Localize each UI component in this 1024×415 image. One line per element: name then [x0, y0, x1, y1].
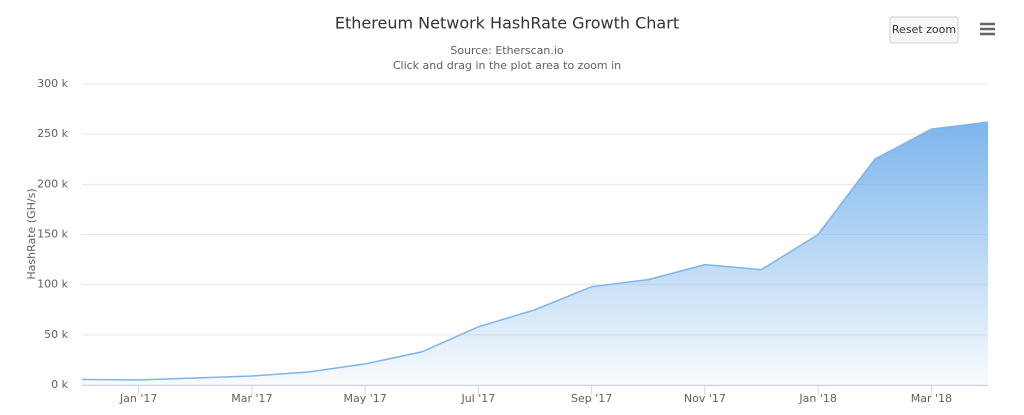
zoom-hint: Click and drag in the plot area to zoom …: [393, 59, 621, 72]
button-label[interactable]: Reset zoom: [892, 23, 956, 36]
x-tick-label: Sep '17: [571, 392, 612, 405]
chart-subtitle: Source: Etherscan.io: [450, 44, 564, 57]
y-tick-label: 250 k: [37, 127, 68, 140]
y-tick-label: 300 k: [37, 77, 68, 90]
y-tick-label: 200 k: [37, 177, 68, 190]
y-tick-label: 50 k: [44, 328, 68, 341]
x-tick-label: Mar '18: [911, 392, 952, 405]
x-tick-label: Jan '18: [798, 392, 836, 405]
y-axis-title: HashRate (GH/s): [25, 188, 38, 279]
x-tick-label: Nov '17: [684, 392, 726, 405]
y-tick-label: 150 k: [37, 228, 68, 241]
x-tick-label: Jul '17: [460, 392, 495, 405]
area: [82, 122, 988, 386]
line: [81, 121, 989, 381]
x-tick-label: May '17: [343, 392, 386, 405]
button-box[interactable]: [889, 16, 959, 44]
y-tick-label: 100 k: [37, 278, 68, 291]
menu-button[interactable]: [980, 22, 995, 36]
x-tick-label: Mar '17: [231, 392, 272, 405]
reset-zoom-button[interactable]: Reset zoom: [889, 16, 959, 44]
y-tick-label: 0 k: [51, 378, 68, 391]
x-tick-label: Jan '17: [119, 392, 157, 405]
chart-title: Ethereum Network HashRate Growth Chart: [335, 14, 679, 33]
